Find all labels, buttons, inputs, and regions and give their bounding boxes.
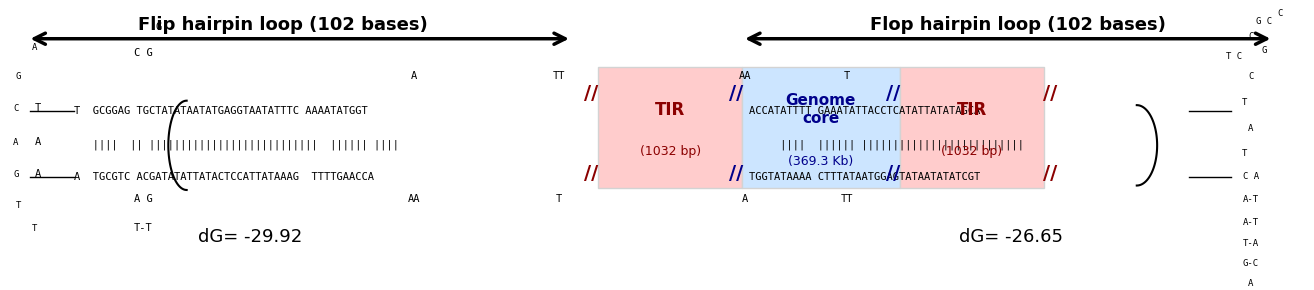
Text: AA: AA [409,194,420,204]
Text: T-T: T-T [134,223,152,233]
Text: T C: T C [1226,52,1242,61]
Text: TT: TT [552,71,565,81]
Text: (1032 bp): (1032 bp) [640,145,700,158]
Text: A: A [741,194,748,204]
FancyBboxPatch shape [742,68,900,188]
Text: T: T [556,194,562,204]
Text: A: A [1248,279,1254,288]
Text: A-T: A-T [1243,218,1259,227]
Text: (369.3 Kb): (369.3 Kb) [788,155,854,168]
Text: A: A [35,168,41,179]
Text: Flip hairpin loop (102 bases): Flip hairpin loop (102 bases) [138,16,428,34]
Text: TT: TT [841,194,853,204]
Text: C: C [1248,72,1254,81]
Text: G-C: G-C [1243,259,1259,268]
Text: G: G [1261,46,1267,55]
Text: C A: C A [1243,173,1259,182]
Text: //: // [886,84,900,104]
Text: TGGTATAAAA CTTTATAATGGAGTATAATATATCGT: TGGTATAAAA CTTTATAATGGAGTATAATATATCGT [749,172,980,182]
Text: T  GCGGAG TGCTATATAATATGAGGTAATATTTC AAAATATGGT: T GCGGAG TGCTATATAATATGAGGTAATATTTC AAAA… [74,106,367,115]
Text: C: C [13,104,18,113]
Text: T: T [35,103,41,113]
Text: A: A [411,71,418,81]
Text: T: T [1242,98,1247,107]
Text: Genome
core: Genome core [786,93,857,126]
Text: //: // [1043,84,1058,104]
Text: G C: G C [1256,17,1272,26]
FancyBboxPatch shape [598,68,742,188]
Text: T: T [1242,149,1247,159]
Text: T-A: T-A [1243,239,1259,248]
Text: G: G [16,72,21,81]
Text: A: A [32,43,37,52]
Text: T: T [16,201,21,210]
Text: C: C [1277,9,1282,18]
Text: //: // [585,84,599,104]
Text: TIR: TIR [654,101,685,119]
Text: //: // [585,164,599,183]
Text: A: A [1248,124,1254,133]
Text: ||||  |||||| ||||||||||||||||||||||||||: |||| |||||| |||||||||||||||||||||||||| [749,140,1024,150]
Text: G: G [155,22,162,32]
Text: ACCATATTTT GAAATATTACCTCATATTATATAGCA: ACCATATTTT GAAATATTACCTCATATTATATAGCA [749,106,980,115]
Text: C G: C G [134,48,152,58]
Text: (1032 bp): (1032 bp) [941,145,1003,158]
Text: T: T [32,224,37,233]
Text: dG= -29.92: dG= -29.92 [198,228,302,246]
Text: A G: A G [134,194,152,204]
Text: Flop hairpin loop (102 bases): Flop hairpin loop (102 bases) [870,16,1166,34]
Text: A: A [13,138,18,147]
Text: //: // [728,164,742,183]
Text: G: G [13,170,18,179]
Text: //: // [728,84,742,104]
FancyBboxPatch shape [900,68,1043,188]
Text: T: T [844,71,850,81]
Text: C: C [1248,32,1254,41]
Text: TIR: TIR [957,101,987,119]
Text: ||||  || |||||||||||||||||||||||||||  |||||| ||||: |||| || ||||||||||||||||||||||||||| ||||… [74,140,398,150]
Text: A: A [35,137,41,147]
Text: //: // [1043,164,1058,183]
Text: A-T: A-T [1243,195,1259,204]
Text: A  TGCGTC ACGATATATTATACTCCATTATAAAG  TTTTGAACCA: A TGCGTC ACGATATATTATACTCCATTATAAAG TTTT… [74,172,373,182]
Text: AA: AA [738,71,752,81]
Text: dG= -26.65: dG= -26.65 [959,228,1063,246]
Text: //: // [886,164,900,183]
